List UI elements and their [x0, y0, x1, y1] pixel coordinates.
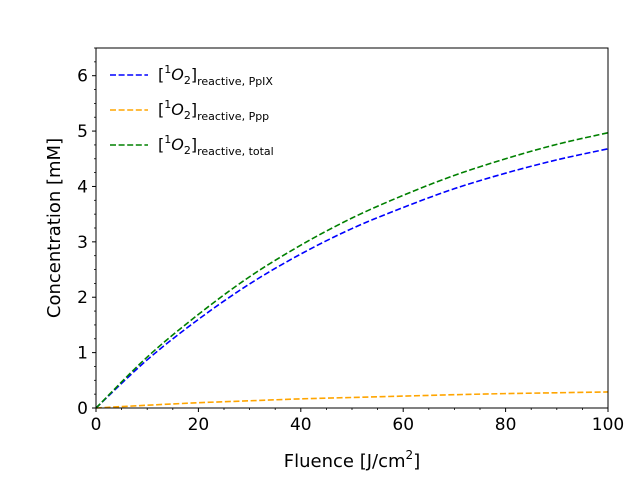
legend-symbol: O [171, 100, 184, 119]
x-axis-label-end: ] [413, 451, 420, 472]
y-axis-ticks: 0 1 2 3 4 5 6 [77, 47, 96, 419]
legend-symbol: O [171, 65, 184, 84]
legend-label-0: [1O2]reactive, PpIX [158, 63, 273, 88]
x-tick-label: 100 [592, 415, 624, 435]
y-tick-label: 3 [77, 233, 88, 253]
x-axis-ticks: 0 20 40 60 80 100 [91, 408, 624, 435]
series-line-2 [95, 131, 609, 409]
legend-series-name: reactive, Ppp [197, 110, 269, 123]
legend: [1O2]reactive, PpIX[1O2]reactive, Ppp[1O… [110, 63, 274, 158]
y-tick-label: 4 [77, 177, 88, 197]
x-tick-label: 80 [495, 415, 517, 435]
series-line-1 [95, 391, 609, 409]
y-tick-label: 5 [77, 122, 88, 142]
legend-label-2: [1O2]reactive, total [158, 133, 274, 158]
legend-bracket-close: ] [191, 135, 197, 154]
y-tick-label: 6 [77, 67, 88, 87]
legend-bracket-open: [ [158, 100, 164, 119]
x-axis-label-superscript: 2 [406, 448, 414, 462]
x-tick-label: 40 [290, 415, 312, 435]
legend-superscript: 1 [164, 63, 171, 76]
legend-superscript: 1 [164, 98, 171, 111]
x-axis-label-text: Fluence [J/cm [284, 451, 406, 472]
legend-subscript: 2 [184, 144, 191, 157]
legend-bracket-open: [ [158, 135, 164, 154]
legend-bracket-open: [ [158, 65, 164, 84]
legend-subscript: 2 [184, 74, 191, 87]
legend-bracket-close: ] [191, 65, 197, 84]
y-tick-label: 2 [77, 288, 88, 308]
legend-label-1: [1O2]reactive, Ppp [158, 98, 269, 123]
x-tick-label: 20 [188, 415, 210, 435]
y-axis-label: Concentration [mM] [44, 138, 65, 318]
legend-bracket-close: ] [191, 100, 197, 119]
legend-subscript: 2 [184, 109, 191, 122]
legend-series-name: reactive, total [197, 145, 274, 158]
legend-superscript: 1 [164, 133, 171, 146]
series-line-0 [95, 148, 609, 409]
series-lines [95, 131, 609, 409]
y-tick-label: 0 [77, 399, 88, 419]
legend-symbol: O [171, 135, 184, 154]
x-tick-label: 60 [392, 415, 414, 435]
x-axis-label: Fluence [J/cm2] [284, 448, 420, 472]
x-tick-label: 0 [91, 415, 102, 435]
legend-series-name: reactive, PpIX [197, 75, 273, 88]
y-tick-label: 1 [77, 344, 88, 364]
